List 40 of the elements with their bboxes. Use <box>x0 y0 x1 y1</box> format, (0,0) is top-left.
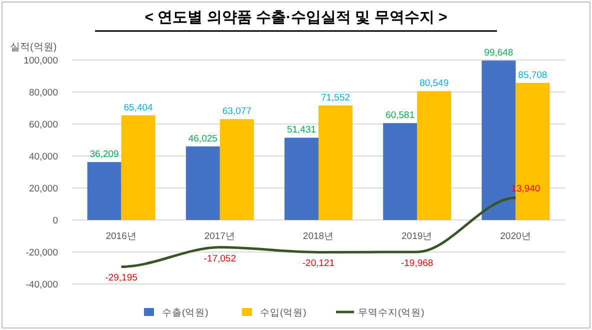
legend-label: 무역수지(억원) <box>358 308 424 318</box>
data-label: 36,209 <box>90 149 119 160</box>
x-tick-label: 2020년 <box>500 231 532 242</box>
chart-title: < 연도별 의약품 수출·수입실적 및 무역수지 > <box>144 9 448 26</box>
bar <box>87 162 122 220</box>
x-tick-label: 2017년 <box>204 231 236 242</box>
data-label: 71,552 <box>320 92 350 104</box>
y-tick-label: 40,000 <box>28 152 58 162</box>
x-tick-label: 2019년 <box>402 231 433 242</box>
x-tick-label: 2018년 <box>302 231 334 242</box>
x-tick-label: 2016년 <box>106 231 137 242</box>
y-tick-label: 0 <box>52 216 58 226</box>
data-label: 80,549 <box>420 78 449 90</box>
y-tick-label: 80,000 <box>28 88 58 98</box>
bar <box>417 91 452 220</box>
bar <box>284 138 318 220</box>
data-label: -20,121 <box>302 258 335 270</box>
bar <box>383 123 418 220</box>
data-label: -17,052 <box>204 253 236 264</box>
bar <box>121 115 156 220</box>
data-label: 85,708 <box>518 70 548 81</box>
legend-label: 수출(억원) <box>162 308 208 318</box>
y-tick-label: -40,000 <box>26 280 58 290</box>
data-label: 51,431 <box>286 124 316 136</box>
data-label: 60,581 <box>386 110 415 122</box>
y-axis-title: 실적(억원) <box>10 42 57 53</box>
data-label: -19,968 <box>400 258 434 269</box>
data-label: -29,195 <box>105 272 138 284</box>
y-tick-label: -20,000 <box>26 248 58 258</box>
bar <box>318 106 352 220</box>
data-label: 63,077 <box>222 106 252 118</box>
y-tick-label: 20,000 <box>28 184 58 194</box>
y-tick-label: 60,000 <box>28 120 58 130</box>
data-label: 46,025 <box>188 133 218 144</box>
bar <box>186 146 220 220</box>
y-tick-label: 100,000 <box>24 56 58 66</box>
legend-label: 수입(억원) <box>260 308 306 318</box>
bar <box>220 119 254 220</box>
data-label: 99,648 <box>484 48 514 59</box>
data-label: 65,404 <box>124 102 153 114</box>
